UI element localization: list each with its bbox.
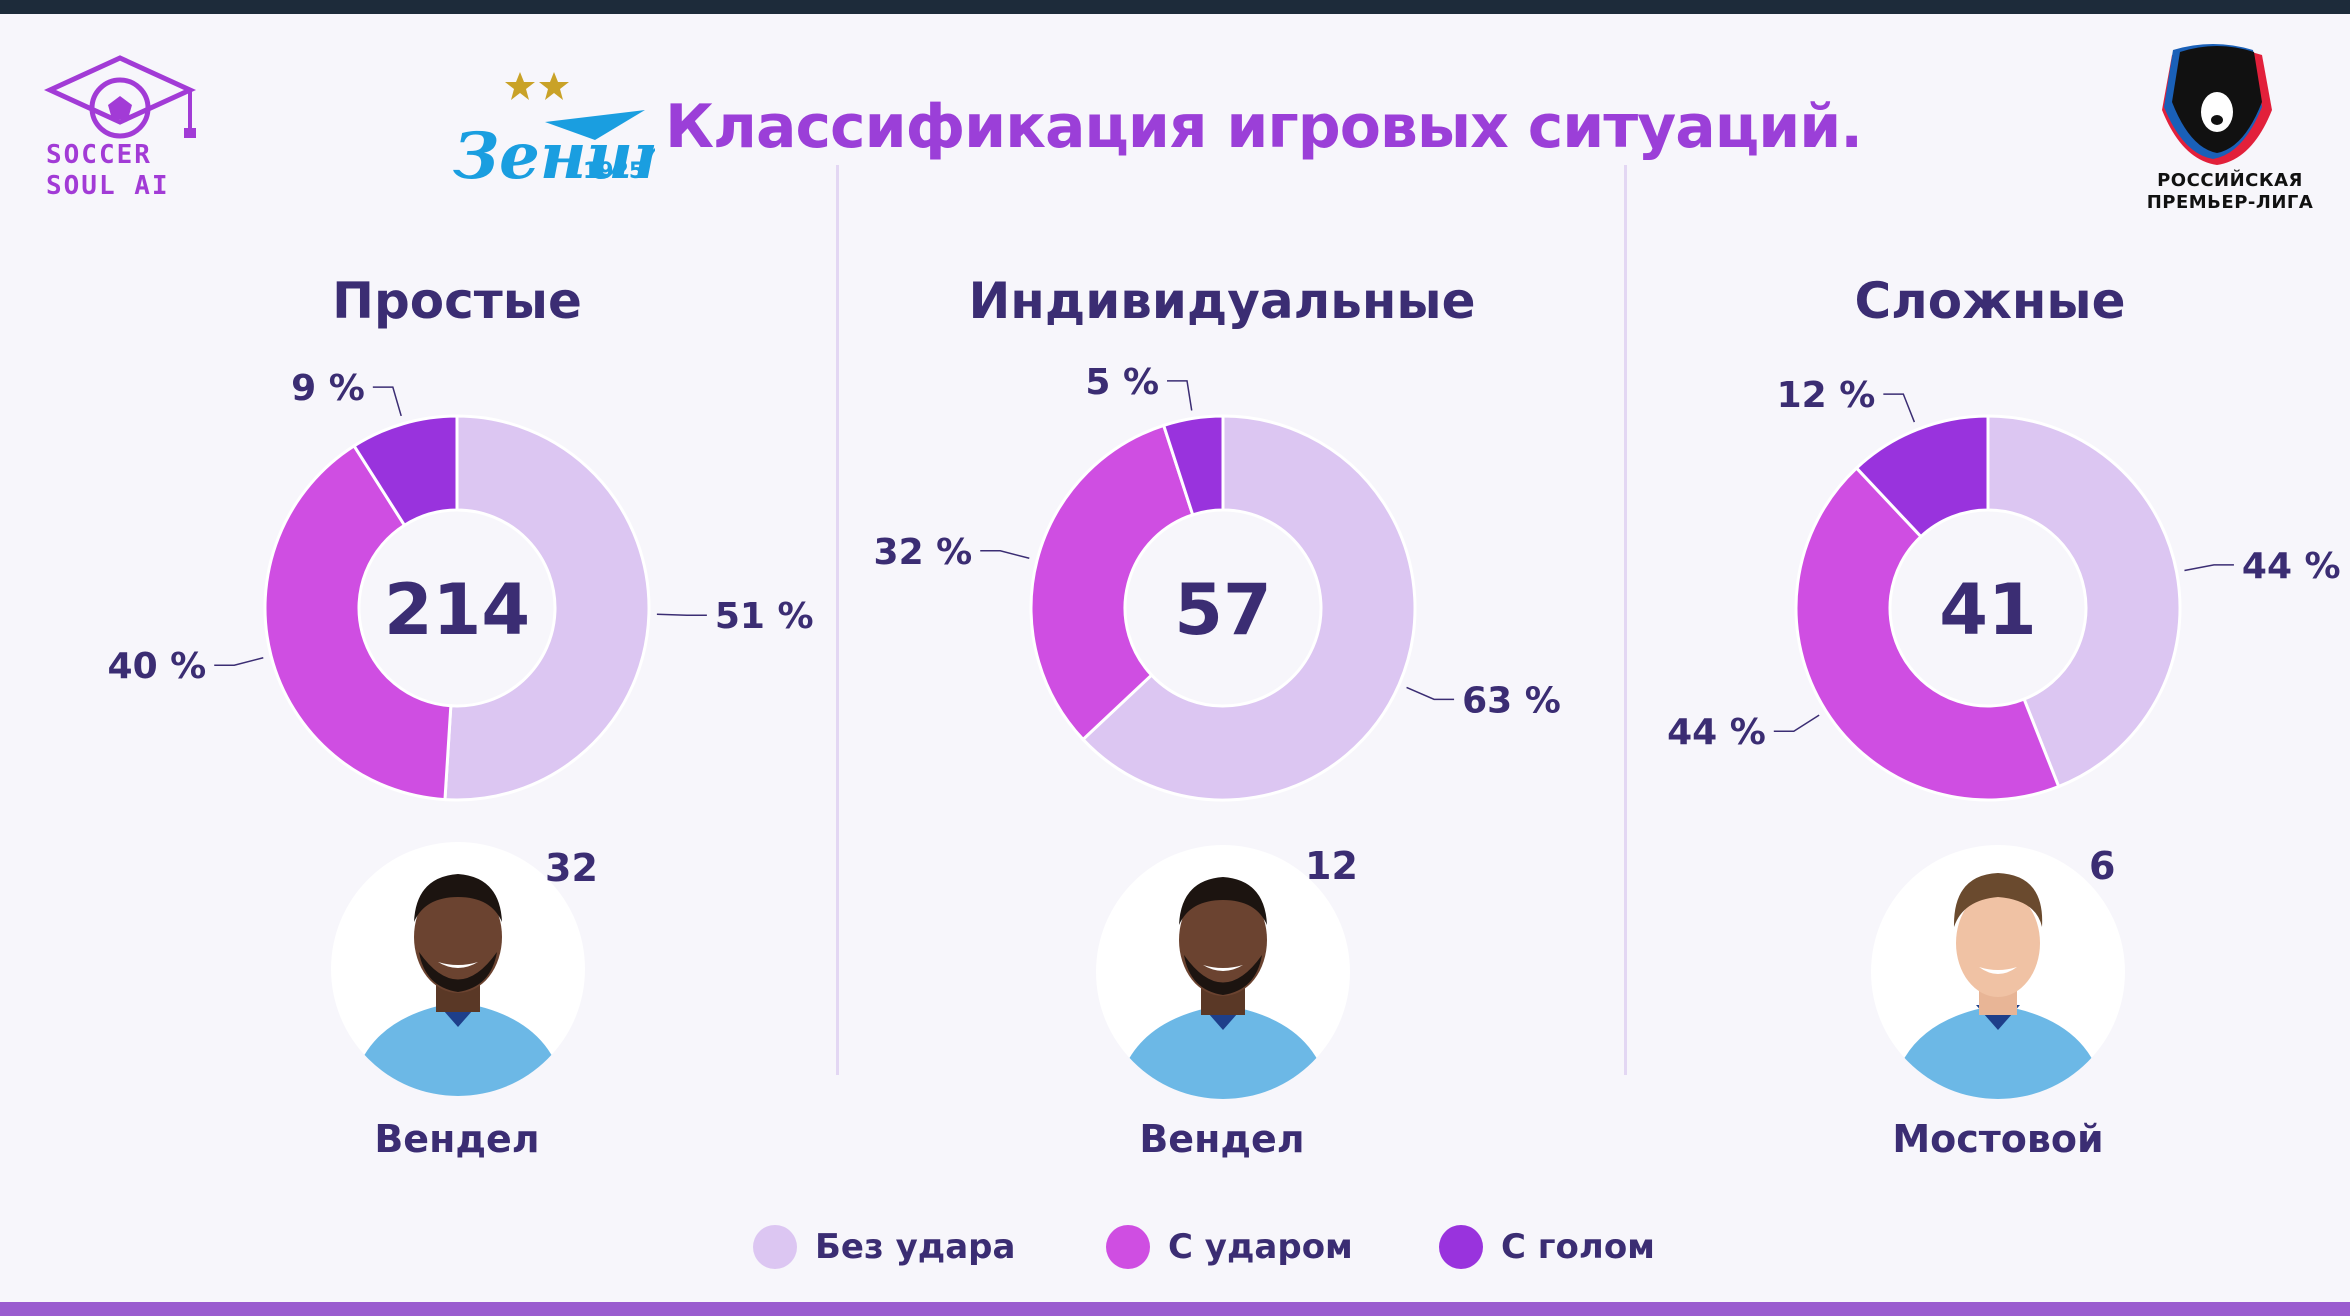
zenit-logo-year: 1925 <box>583 159 644 184</box>
soccer-soul-logo-text: SOCCER SOUL AI <box>46 140 196 202</box>
leader-line-complex-with-goal <box>1883 393 1916 423</box>
legend-label-with-shot: С ударом <box>1168 1227 1353 1267</box>
player-count-individual: 12 <box>1305 844 1358 888</box>
zenit-logo-word: Зенит <box>453 119 655 194</box>
donut-slice-complex-no-shot <box>1986 414 2182 789</box>
divider-1 <box>836 165 839 1075</box>
legend-label-no-shot: Без удара <box>815 1227 1016 1267</box>
donut-slice-simple-with-shot <box>263 443 453 802</box>
donut-slice-individual-with-shot <box>1029 423 1195 742</box>
rpl-text-line1: РОССИЙСКАЯ <box>2157 170 2303 191</box>
player-photo-simple <box>331 842 585 1096</box>
data-label-individual-with-shot: 32 % <box>874 532 973 573</box>
leader-line-individual-no-shot <box>1406 686 1455 701</box>
divider-2 <box>1624 165 1627 1075</box>
player-photo-complex <box>1871 845 2125 1099</box>
player-count-simple: 32 <box>545 846 598 890</box>
donut-total-complex: 41 <box>1939 569 2036 651</box>
logo-text-line2: SOUL AI <box>46 171 170 201</box>
bottom-bar <box>0 1302 2350 1316</box>
legend-item-no-shot: Без удара <box>753 1222 1015 1272</box>
data-label-simple-with-shot: 40 % <box>108 646 207 687</box>
zenit-logo-icon: Зенит 1925 <box>453 72 655 194</box>
player-name-complex: Мостовой <box>1892 1117 2104 1161</box>
logo-text-line1: SOCCER <box>46 140 152 170</box>
data-label-complex-with-shot: 44 % <box>1667 712 1766 753</box>
rpl-logo-text: РОССИЙСКАЯ ПРЕМЬЕР-ЛИГА <box>2130 170 2330 214</box>
legend-dot-with-goal <box>1439 1225 1483 1269</box>
player-avatar-icon <box>1116 877 1330 1099</box>
data-label-individual-no-shot: 63 % <box>1462 680 1561 721</box>
leader-line-complex-with-shot <box>1773 714 1820 732</box>
top-bar <box>0 0 2350 14</box>
player-name-simple: Вендел <box>374 1117 540 1161</box>
data-label-complex-no-shot: 44 % <box>2242 546 2341 587</box>
data-label-complex-with-goal: 12 % <box>1777 375 1876 416</box>
data-label-individual-with-goal: 5 % <box>1085 362 1159 403</box>
donut-slice-complex-with-shot <box>1794 465 2061 802</box>
data-label-simple-with-goal: 9 % <box>291 368 365 409</box>
leader-line-individual-with-shot <box>980 550 1030 559</box>
leader-line-individual-with-goal <box>1167 380 1193 411</box>
panel-title-simple: Простые <box>332 272 582 330</box>
donut-total-simple: 214 <box>384 569 530 651</box>
leader-line-simple-with-shot <box>214 657 264 666</box>
panel-title-complex: Сложные <box>1854 272 2126 330</box>
donut-slice-simple-no-shot <box>443 414 651 802</box>
page-title: Классификация игровых ситуаций. <box>665 92 1863 162</box>
leader-line-complex-no-shot <box>2184 564 2234 572</box>
data-label-simple-no-shot: 51 % <box>715 596 814 637</box>
legend-item-with-goal: С голом <box>1439 1222 1655 1272</box>
rpl-text-line2: ПРЕМЬЕР-ЛИГА <box>2146 192 2314 213</box>
legend-dot-with-shot <box>1106 1225 1150 1269</box>
donut-slice-simple-with-goal <box>352 414 459 528</box>
leader-line-simple-no-shot <box>656 613 707 616</box>
legend-label-with-goal: С голом <box>1501 1227 1655 1267</box>
player-avatar-icon <box>1891 873 2105 1099</box>
rpl-logo-icon <box>2162 44 2272 165</box>
player-photo-individual <box>1096 845 1350 1099</box>
leader-line-simple-with-goal <box>372 386 402 417</box>
player-name-individual: Вендел <box>1139 1117 1305 1161</box>
legend-item-with-shot: С ударом <box>1106 1222 1353 1272</box>
donut-slice-individual-no-shot <box>1080 414 1417 802</box>
player-count-complex: 6 <box>2089 844 2116 888</box>
donut-total-individual: 57 <box>1174 569 1271 651</box>
donut-slice-complex-with-goal <box>1854 414 1990 539</box>
player-avatar-icon <box>351 874 565 1096</box>
soccer-soul-logo-icon <box>43 55 197 139</box>
donut-slice-individual-with-goal <box>1161 414 1225 517</box>
legend-dot-no-shot <box>753 1225 797 1269</box>
panel-title-individual: Индивидуальные <box>968 272 1476 330</box>
